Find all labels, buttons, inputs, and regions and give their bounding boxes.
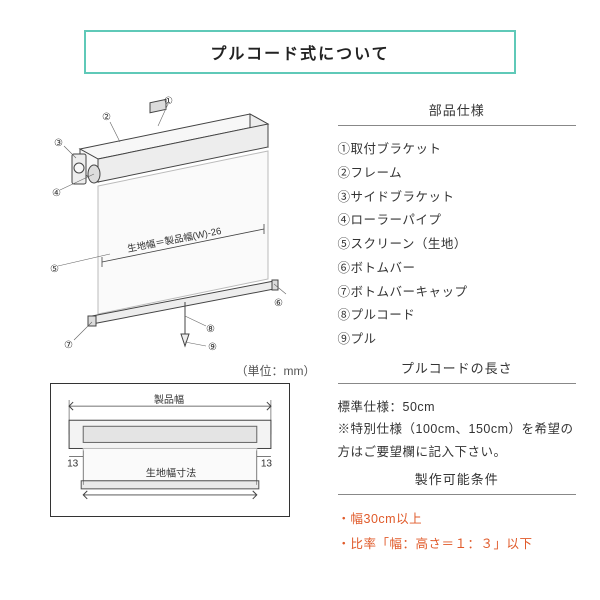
cross-section-frame: 製品幅 13 13 生地幅寸法 (50, 383, 290, 517)
right-column: 部品仕様 ①取付ブラケット ②フレーム ③サイドブラケット ④ローラーパイプ ⑤… (338, 94, 577, 557)
unit-label: （単位：mm） (24, 362, 316, 379)
svg-text:①: ① (164, 96, 173, 107)
length-line2: ※特別仕様（100cm、150cm）を希望の方はご要望欄に記入下さい。 (338, 418, 577, 463)
svg-text:⑤: ⑤ (50, 264, 59, 275)
parts-list: ①取付ブラケット ②フレーム ③サイドブラケット ④ローラーパイプ ⑤スクリーン… (338, 138, 577, 352)
length-line1: 標準仕様：50cm (338, 396, 577, 419)
left-column: 生地幅＝製品幅(W)-26 ① ② ③ ④ ⑤ ⑥ ⑦ ⑧ ⑨ （単位：mm） (24, 94, 316, 557)
svg-text:⑦: ⑦ (64, 340, 73, 351)
product-width-label: 製品幅 (154, 394, 184, 406)
part-item: ⑥ボトムバー (338, 257, 577, 281)
part-item: ⑨プル (338, 328, 577, 352)
conditions-heading: 製作可能条件 (338, 469, 577, 495)
part-item: ①取付ブラケット (338, 138, 577, 162)
fabric-width-label: 生地幅寸法 (146, 467, 196, 480)
page-title: プルコード式について (86, 40, 514, 64)
conditions-list: ・幅30cm以上 ・比率「幅：高さ＝１：３」以下 (338, 507, 577, 557)
parts-heading: 部品仕様 (338, 100, 577, 126)
margin-left-label: 13 (67, 459, 79, 470)
svg-text:⑨: ⑨ (208, 342, 217, 353)
length-heading: プルコードの長さ (338, 358, 577, 384)
svg-text:⑥: ⑥ (274, 298, 283, 309)
part-item: ②フレーム (338, 162, 577, 186)
title-box: プルコード式について (84, 30, 516, 74)
svg-text:②: ② (102, 112, 111, 123)
part-item: ⑦ボトムバーキャップ (338, 281, 577, 305)
part-item: ③サイドブラケット (338, 186, 577, 210)
svg-text:④: ④ (52, 188, 61, 199)
condition-item: ・幅30cm以上 (338, 507, 577, 532)
part-item: ⑤スクリーン（生地） (338, 233, 577, 257)
cross-section-diagram: 製品幅 13 13 生地幅寸法 (59, 394, 281, 505)
length-note: 標準仕様：50cm ※特別仕様（100cm、150cm）を希望の方はご要望欄に記… (338, 396, 577, 464)
part-item: ④ローラーパイプ (338, 209, 577, 233)
main-layout: 生地幅＝製品幅(W)-26 ① ② ③ ④ ⑤ ⑥ ⑦ ⑧ ⑨ （単位：mm） (24, 94, 576, 557)
svg-text:③: ③ (54, 138, 63, 149)
condition-item: ・比率「幅：高さ＝１：３」以下 (338, 532, 577, 557)
part-item: ⑧プルコード (338, 304, 577, 328)
roller-screen-diagram: 生地幅＝製品幅(W)-26 ① ② ③ ④ ⑤ ⑥ ⑦ ⑧ ⑨ (50, 94, 290, 354)
svg-text:⑧: ⑧ (206, 324, 215, 335)
margin-right-label: 13 (261, 459, 273, 470)
